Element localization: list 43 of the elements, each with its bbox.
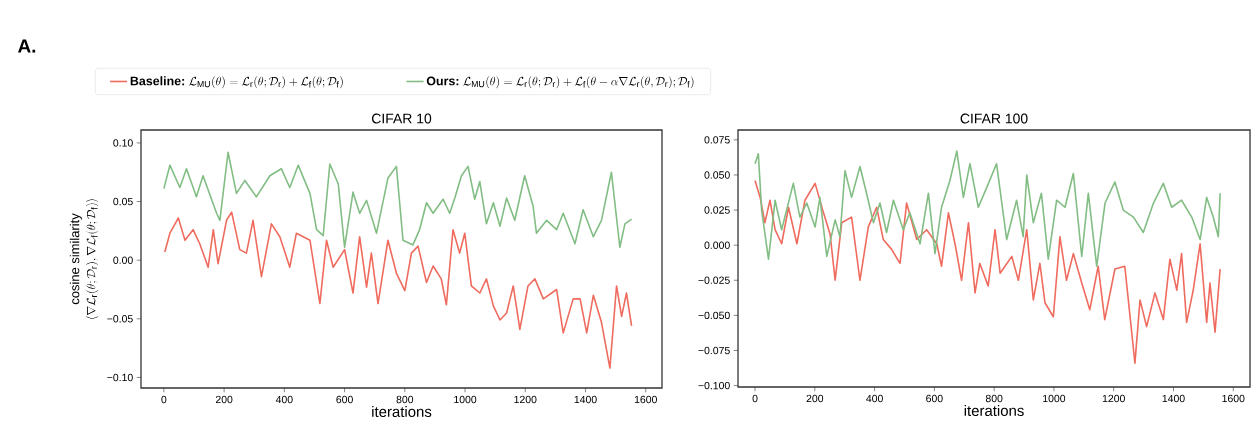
y-tick-label: −0.075: [698, 346, 730, 355]
y-tick-label: −0.025: [698, 276, 730, 284]
x-tick-label: 1200: [514, 395, 537, 404]
y-tick-label: −0.050: [698, 311, 730, 320]
x-tick-label: 200: [215, 395, 233, 404]
x-axis-title: iterations: [964, 405, 1024, 416]
x-axis-title: iterations: [372, 406, 432, 417]
y-tick-label: 0.050: [704, 171, 730, 179]
line-series: [163, 211, 633, 369]
line-series: [754, 179, 1221, 364]
x-tick-label: 200: [806, 394, 824, 403]
x-tick-label: 800: [396, 395, 414, 404]
y-tick-label: 0.10: [113, 139, 133, 147]
x-tick-label: 800: [985, 394, 1003, 403]
legend-label: $\textbf{Baseline:}\ \mathcal{L}_{\mathrm{MU}}(\theta)=\mathcal{L}_{\mathrm{r}}(\theta;\mathcal{D}_{\mathrm{r}})+\mathcal{L}_{\mathrm{f}}(\theta;\mathcal{D}_{\mathrm{f}})$: [130, 76, 343, 89]
x-tick-label: 1400: [574, 395, 597, 404]
x-tick-label: 400: [275, 395, 293, 404]
x-tick-label: 0: [752, 394, 758, 403]
legend-label: $\textbf{Ours:}\ \mathcal{L}_{\mathrm{MU}}(\theta)=\mathcal{L}_{\mathrm{r}}(\theta;\mathcal{D}_{\mathrm{r}})+\mathcal{L}_{\mathrm{f}}(\theta-\alpha\nabla\mathcal{L}_{\mathrm{r}}(\theta,\mathcal{D}_{\mathrm{r}});\mathcal{D}_{\mathrm{f}})$: [426, 76, 694, 89]
x-tick-label: 1000: [454, 395, 477, 404]
y-tick-label: 0.00: [113, 256, 133, 264]
x-tick-label: 400: [866, 394, 883, 403]
x-tick-label: 600: [926, 394, 943, 403]
text: A.: [17, 39, 36, 53]
x-tick-label: 600: [336, 395, 353, 404]
y-tick-label: 0.075: [704, 136, 730, 144]
x-tick-label: 1600: [634, 395, 657, 404]
line-series: [754, 150, 1221, 268]
x-tick-label: 1000: [1043, 394, 1066, 403]
chart-title: CIFAR 10: [371, 113, 432, 124]
x-tick-label: 1600: [1222, 394, 1245, 403]
y-tick-label: 0.025: [704, 206, 730, 214]
y-tick-label: 0.000: [704, 241, 730, 249]
y-tick-label: 0.05: [113, 197, 133, 206]
chart-title: CIFAR 100: [960, 113, 1028, 124]
y-tick-label: −0.05: [107, 315, 133, 323]
y-axis-title: $\begin{array}{c}\mbox{cosine similarity}\\ \langle\nabla\mathcal{L}_{\mathrm{r}}(\theta;\mathcal{D}_{\mathrm{r}}),\nabla\mathcal{L}_{\mathrm{f}}(\theta;\mathcal{D}_{\mathrm{f}})\rangle\end{array}$: [69, 198, 99, 320]
y-tick-label: −0.100: [698, 381, 730, 390]
x-tick-label: 1400: [1162, 394, 1185, 403]
x-tick-label: 1200: [1102, 394, 1125, 403]
line-series: [163, 151, 633, 249]
x-tick-label: 0: [161, 395, 167, 404]
y-tick-label: −0.10: [107, 373, 133, 382]
